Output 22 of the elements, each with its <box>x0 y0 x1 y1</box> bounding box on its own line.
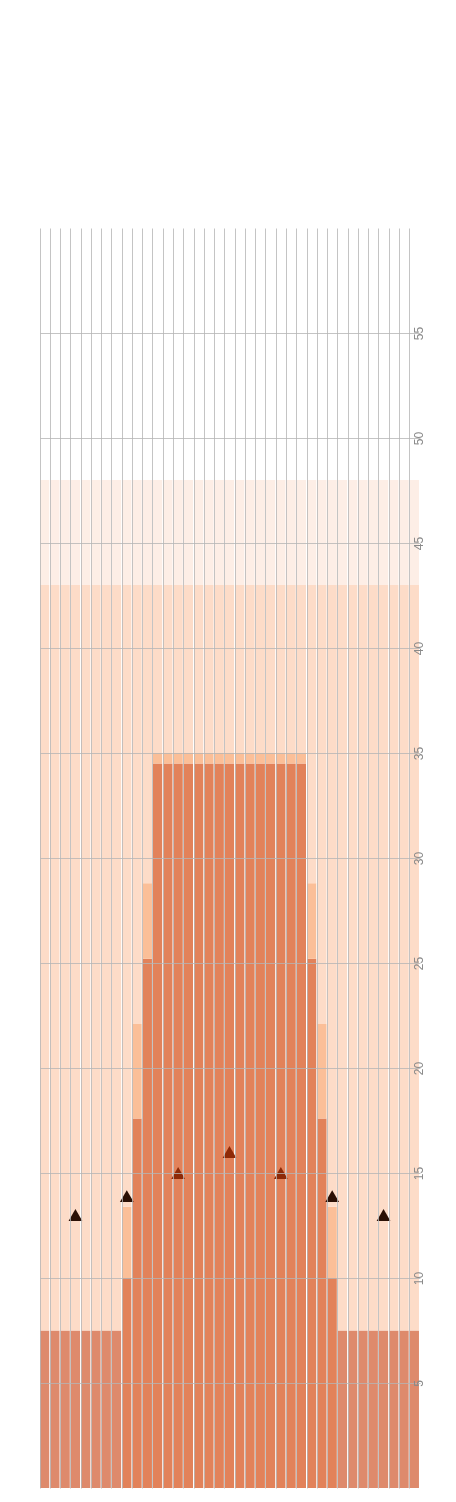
point <box>68 1209 83 1221</box>
bar <box>142 883 152 959</box>
bar <box>152 753 163 764</box>
y-tick-label: 30 <box>411 851 426 866</box>
bar <box>327 1206 337 1278</box>
y-tick-label: 35 <box>411 746 426 761</box>
y-tick-label: 45 <box>411 536 426 551</box>
y-tick-label: 25 <box>411 956 426 971</box>
y-tick-label: 5 <box>411 1379 426 1387</box>
point <box>119 1190 134 1203</box>
y-tick-label: 40 <box>411 641 426 656</box>
y-tick-label: 55 <box>411 326 426 341</box>
bar <box>132 1023 142 1119</box>
y-tick-label: 20 <box>411 1061 426 1076</box>
point <box>376 1209 391 1221</box>
point <box>222 1146 237 1158</box>
bar <box>317 1023 327 1119</box>
point <box>325 1190 340 1203</box>
bar <box>337 1330 348 1488</box>
y-tick-label: 15 <box>411 1166 426 1181</box>
y-tick-label: 50 <box>411 431 426 446</box>
y-tick-label: 10 <box>411 1271 426 1286</box>
